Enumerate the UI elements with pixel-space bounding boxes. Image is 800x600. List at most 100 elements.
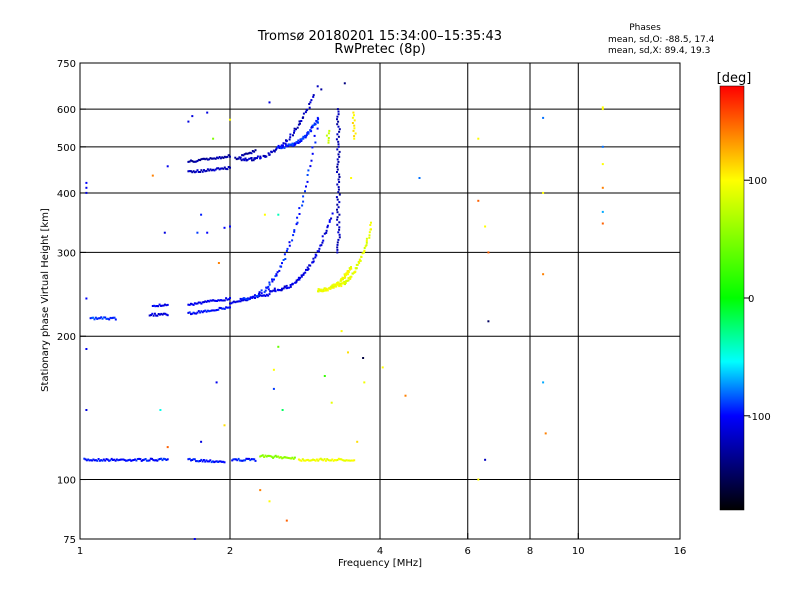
echo-dot	[282, 142, 285, 145]
trace-dot	[201, 301, 204, 304]
scatter-point	[484, 458, 487, 461]
echo-dot	[299, 122, 301, 125]
echo-dot	[312, 257, 315, 260]
trace-dot	[216, 309, 218, 311]
scatter-point	[363, 381, 366, 384]
echo-dot	[342, 278, 344, 281]
echo-dot	[318, 247, 321, 250]
scatter-point	[484, 225, 487, 228]
echo-dot	[365, 241, 368, 244]
trace-dot	[242, 459, 245, 462]
trace-dot	[204, 460, 207, 463]
vertical-trace-dot	[335, 138, 338, 141]
trace-dot	[117, 459, 120, 462]
echo-dot	[305, 135, 308, 138]
echo-dot	[259, 155, 262, 158]
vertical-trace-dot	[337, 143, 340, 146]
echo-dot	[331, 286, 334, 289]
trace-dot	[112, 459, 114, 461]
trace-dot	[278, 456, 281, 459]
trace-dot	[313, 459, 316, 461]
trace-dot	[105, 458, 108, 461]
trace-dot	[114, 459, 117, 462]
scatter-point	[477, 199, 480, 202]
trace-dot	[254, 297, 256, 299]
trace-dot	[196, 311, 199, 314]
echo-dot	[300, 274, 303, 277]
scatter-point	[601, 108, 604, 111]
echo-dot	[309, 101, 312, 104]
echo-dot	[314, 123, 317, 126]
trace-dot	[142, 459, 144, 462]
scatter-point	[542, 191, 545, 194]
vertical-trace-dot	[336, 251, 339, 254]
echo-dot	[349, 276, 352, 279]
echo-dot	[354, 270, 357, 273]
echo-dot	[316, 250, 319, 253]
trace-dot	[192, 458, 195, 461]
trace-dot	[297, 458, 300, 461]
trace-dot	[248, 457, 250, 460]
trace-dot	[187, 458, 190, 461]
echo-dot	[244, 157, 247, 160]
scatter-point	[542, 116, 545, 119]
echo-dot	[320, 244, 323, 247]
x-tick-label: 2	[227, 546, 233, 557]
echo-dot	[363, 251, 365, 254]
trace-dot	[190, 459, 192, 462]
trace-dot	[243, 153, 246, 156]
echo-dot	[293, 229, 296, 232]
trace-dot	[101, 459, 104, 462]
trace-dot	[104, 459, 107, 462]
trace-dot	[323, 458, 326, 461]
trace-dot	[310, 459, 313, 462]
echo-dot	[282, 259, 285, 261]
echo-dot	[293, 230, 296, 233]
trace-dot	[134, 458, 137, 461]
vertical-trace-dot	[336, 211, 339, 214]
echo-dot	[365, 244, 368, 247]
trace-dot	[214, 157, 217, 160]
trace-dot	[94, 316, 97, 319]
scatter-point	[281, 409, 284, 411]
scatter-point	[272, 368, 275, 371]
scatter-point	[200, 440, 203, 443]
trace-dot	[93, 318, 96, 321]
vertical-trace-dot	[328, 129, 331, 132]
echo-dot	[288, 138, 291, 141]
trace-dot	[268, 293, 271, 296]
trace-dot	[88, 459, 91, 462]
vertical-trace-dot	[338, 213, 341, 216]
trace-dot	[151, 312, 154, 315]
trace-dot	[286, 456, 289, 459]
scatter-point	[330, 401, 333, 404]
echo-dot	[275, 274, 278, 277]
trace-dot	[155, 459, 157, 462]
trace-dot	[214, 309, 217, 312]
echo-dot	[348, 267, 351, 270]
echo-dot	[292, 134, 294, 137]
echo-dot	[338, 285, 341, 288]
echo-dot	[300, 275, 303, 278]
vertical-trace-dot	[353, 124, 356, 127]
trace-dot	[339, 458, 341, 461]
trace-dot	[240, 299, 243, 302]
trace-dot	[206, 460, 209, 463]
echo-dot	[300, 140, 303, 142]
trace-dot	[83, 457, 86, 460]
trace-dot	[201, 311, 204, 314]
echo-dot	[325, 229, 328, 232]
echo-dot	[285, 250, 288, 252]
trace-dot	[284, 456, 287, 459]
trace-dot	[235, 458, 237, 461]
echo-dot	[308, 103, 311, 105]
scatter-point	[85, 409, 88, 411]
echo-dot	[347, 277, 350, 280]
trace-dot	[164, 303, 166, 306]
trace-dot	[222, 460, 225, 463]
trace-dot	[312, 458, 315, 461]
trace-dot	[261, 454, 264, 457]
scatter-point	[217, 262, 220, 264]
trace-dot	[154, 305, 157, 308]
trace-dot	[214, 299, 217, 302]
